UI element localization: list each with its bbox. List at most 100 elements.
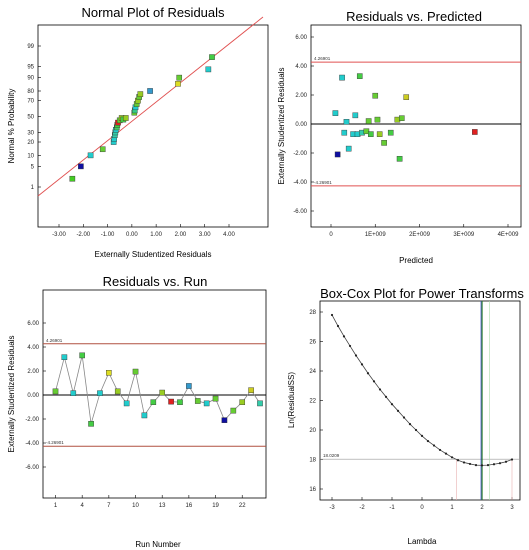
run-point	[88, 421, 94, 427]
boxcox-frame	[319, 300, 521, 501]
boxcox-point	[480, 464, 484, 467]
normal-x-axis-label: Externally Studentized Residuals	[95, 250, 212, 259]
run-point	[79, 352, 85, 359]
run-y-axis-label: Externally Studentized Residuals	[7, 336, 16, 453]
boxcox-x-tick-label: -2	[359, 505, 365, 511]
boxcox-y-tick-label: 16	[309, 487, 316, 493]
boxcox-point	[504, 460, 508, 463]
predicted-panel: Residuals vs. Predicted -6.00 -4.00 -2.00 0.…	[277, 9, 522, 265]
normal-y-axis-label: Normal % Probability	[7, 89, 16, 164]
predicted-point	[352, 112, 359, 119]
boxcox-point	[366, 372, 370, 375]
run-x-tick-label: 7	[107, 503, 111, 509]
run-point	[114, 388, 121, 395]
boxcox-title: Box-Cox Plot for Power Transforms	[320, 286, 524, 301]
run-frame	[42, 289, 267, 499]
predicted-y-tick-label: 4.00	[295, 64, 307, 70]
predicted-point	[356, 73, 363, 79]
run-y-tick-label: -4.00	[25, 441, 39, 447]
run-y-tick-label: 4.00	[27, 345, 39, 351]
run-point	[186, 383, 192, 389]
run-point	[212, 395, 219, 402]
predicted-x-tick-label: 2E+009	[409, 232, 431, 238]
normal-plot-title: Normal Plot of Residuals	[81, 5, 225, 20]
predicted-point	[472, 129, 478, 135]
predicted-point	[396, 155, 403, 162]
normal-y-tick-label: 99	[27, 44, 34, 50]
boxcox-min-line-label: 18.0209	[323, 453, 340, 458]
boxcox-panel: Box-Cox Plot for Power Transforms 16 18 20 2…	[287, 286, 524, 546]
boxcox-point	[390, 403, 394, 406]
run-lower-limit-label: -4.26901	[46, 440, 64, 445]
predicted-title: Residuals vs. Predicted	[346, 9, 482, 24]
boxcox-x-tick-label: -3	[329, 505, 335, 511]
boxcox-point	[408, 423, 412, 426]
boxcox-point	[342, 335, 346, 338]
predicted-y-tick-label: -4.00	[293, 180, 307, 186]
predicted-x-axis-label: Predicted	[399, 256, 433, 265]
run-point	[257, 400, 263, 407]
boxcox-y-tick-label: 28	[309, 310, 316, 316]
predicted-y-tick-label: 0.00	[295, 122, 307, 128]
boxcox-point	[498, 462, 502, 465]
predicted-point	[399, 115, 405, 121]
predicted-point	[339, 74, 345, 81]
normal-x-tick-label: 0.00	[126, 232, 138, 238]
predicted-y-axis-label: Externally Studentized Residuals	[277, 68, 286, 185]
boxcox-point	[426, 439, 430, 443]
normal-y-tick-label: 90	[27, 76, 34, 82]
boxcox-y-tick-label: 22	[309, 399, 316, 405]
boxcox-point	[462, 461, 466, 464]
run-y-tick-label: 0.00	[27, 393, 39, 399]
boxcox-y-tick-label: 18	[309, 458, 316, 464]
boxcox-point	[492, 463, 496, 466]
predicted-y-tick-label: -6.00	[293, 209, 307, 215]
boxcox-point	[402, 416, 406, 419]
run-x-axis-label: Run Number	[135, 540, 181, 549]
normal-y-tick-label: 10	[27, 153, 34, 159]
boxcox-point	[474, 464, 478, 467]
run-point	[248, 387, 254, 394]
predicted-x-tick-label: 4E+009	[498, 232, 520, 238]
run-point	[150, 399, 157, 406]
predicted-lower-limit-label: -4.26901	[314, 180, 332, 185]
predicted-point	[345, 145, 352, 152]
normal-reference-line	[37, 16, 264, 197]
run-point	[106, 370, 112, 376]
run-point	[97, 390, 103, 397]
normal-point	[175, 80, 181, 87]
run-point	[168, 398, 174, 405]
run-x-tick-label: 19	[212, 503, 219, 509]
boxcox-point	[414, 428, 418, 432]
boxcox-point	[468, 462, 472, 466]
run-point	[70, 390, 77, 397]
normal-point	[209, 54, 215, 60]
boxcox-y-tick-label: 24	[309, 369, 316, 375]
boxcox-point	[372, 380, 376, 383]
normal-point	[176, 74, 183, 81]
predicted-y-tick-label: 6.00	[295, 35, 307, 41]
boxcox-point	[456, 459, 460, 462]
run-point	[230, 407, 237, 414]
boxcox-x-tick-label: 2	[480, 505, 484, 511]
boxcox-point	[378, 388, 382, 391]
normal-y-tick-label: 50	[27, 115, 34, 121]
predicted-point	[403, 94, 410, 100]
normal-point	[137, 91, 144, 97]
run-x-tick-label: 16	[186, 503, 193, 509]
normal-y-tick-label: 30	[27, 130, 34, 136]
boxcox-y-tick-label: 20	[309, 428, 316, 434]
predicted-point	[372, 92, 379, 99]
run-point	[203, 400, 210, 407]
normal-point	[69, 175, 76, 182]
normal-x-tick-label: 3.00	[199, 232, 211, 238]
run-point	[221, 417, 228, 424]
boxcox-point	[354, 354, 358, 357]
run-y-tick-label: -2.00	[25, 417, 39, 423]
boxcox-point	[420, 434, 424, 437]
normal-x-tick-label: 4.00	[223, 232, 235, 238]
predicted-point	[365, 118, 372, 124]
boxcox-point	[450, 456, 454, 459]
run-series-line	[55, 355, 261, 424]
